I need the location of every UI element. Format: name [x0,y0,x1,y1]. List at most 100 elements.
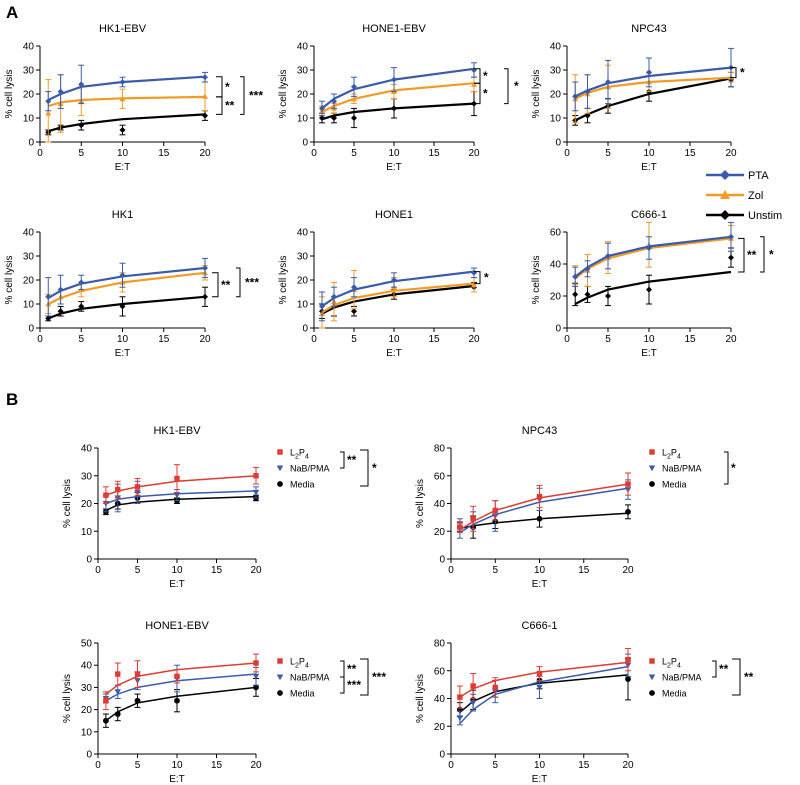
significance-label: * [483,69,488,83]
y-tick-label: 0 [86,750,92,761]
data-point [114,689,121,696]
x-axis-label: E:T [115,162,131,173]
series-media [456,504,631,539]
chart-title: NPC43 [522,425,557,437]
legend-marker-l2p4 [649,658,655,664]
data-point [331,115,337,121]
y-tick-label: 0 [439,750,445,761]
y-tick-label: 40 [23,42,35,53]
significance-label: * [731,461,736,475]
data-point [119,303,126,310]
series-line-nab-pma [459,487,629,534]
legend-marker-l2p4 [649,449,655,455]
x-tick-label: 15 [428,148,440,159]
data-point [625,508,631,515]
chart-b-hk1-ebv: HK1-EBV 0 10 20 30 40 0 5 10 15 20 E:T % cell lysis L… [62,425,377,590]
y-tick-label: 30 [81,471,93,482]
x-tick-label: 0 [311,148,317,159]
y-tick-label: 0 [28,324,34,335]
x-tick-label: 10 [388,334,400,345]
data-point [253,684,259,691]
series-zol [45,265,208,315]
data-point [646,286,652,293]
significance-label: * [225,80,230,94]
series-pta [319,62,477,117]
y-tick-label: 0 [28,138,34,149]
y-tick-label: 20 [81,499,93,510]
y-tick-label: 30 [297,66,309,77]
y-tick-label: 10 [23,114,35,125]
legend-label-unstim: Unstim [748,210,782,222]
significance-bracket-outer [360,658,369,696]
significance-label: ** [744,670,754,684]
legend-panel-a: PTA Zol Unstim [706,170,782,222]
x-axis-label: E:T [532,774,548,785]
series-unstim [319,281,477,319]
significance-bracket-outer [240,76,245,115]
series-line-media [105,686,257,722]
y-tick-label: 20 [434,527,446,538]
x-tick-label: 10 [171,565,183,576]
x-tick-label: 5 [135,760,141,771]
significance-bracket [724,451,729,485]
series-pta [572,47,734,112]
series-pta [45,257,208,317]
legend-marker-nab-pma [648,674,656,681]
x-tick-label: 20 [725,334,737,345]
x-tick-label: 10 [117,334,129,345]
data-point [174,475,180,482]
y-tick-label: 40 [434,499,446,510]
series-zol [45,74,208,143]
series-line-zol [574,76,732,100]
significance-bracket [474,82,481,105]
data-point [351,284,357,291]
data-point [572,291,579,298]
data-point [471,67,477,73]
series-zol [319,269,477,329]
significance-bracket [738,237,745,273]
y-tick-label: 50 [81,639,93,650]
chart-b-npc43: NPC43 0 20 40 60 80 0 5 10 15 20 E:T % cell lysis L2P… [415,425,736,590]
y-tick-label: 30 [23,252,35,263]
x-tick-label: 5 [351,334,357,345]
significance-bracket [474,271,481,285]
chart-a-hk1-ebv: HK1-EBV 0 10 20 30 40 0 5 10 15 20 E:T % cell lysis *… [4,23,263,173]
significance-bracket-outer [236,267,241,298]
y-tick-label: 80 [434,639,446,650]
series-line-unstim [574,270,732,305]
x-axis-label: E:T [169,774,185,785]
x-tick-label: 20 [250,760,262,771]
data-point [351,95,357,102]
legend-label-media: Media [290,689,315,699]
data-point [625,676,631,682]
series-unstim [45,110,208,136]
significance-label: * [740,66,745,80]
chart-title: HONE1-EBV [362,23,426,35]
legend-label-l2p4: L2P4 [290,448,309,461]
x-tick-label: 0 [37,148,43,159]
data-point [391,277,397,283]
series-pta [45,64,208,112]
panel-label-b: B [6,390,18,409]
y-tick-label: 30 [550,66,562,77]
series-line-zol [47,95,206,108]
legend-label-pta: PTA [748,170,769,182]
data-point [351,308,357,315]
data-point [646,245,652,251]
series-media [456,657,631,718]
series-line-l2p4 [459,483,629,531]
significance-label: ** [347,453,357,467]
series-nab-pma [456,479,632,539]
legend-label-l2p4: L2P4 [662,657,681,670]
data-point [57,308,64,315]
y-tick-label: 40 [434,694,446,705]
significance-bracket [712,660,717,678]
significance-label: ** [719,662,729,676]
x-tick-label: 15 [158,334,170,345]
data-point [605,79,611,85]
data-point [536,684,543,691]
x-tick-label: 5 [351,148,357,159]
y-tick-label: 40 [550,260,562,271]
data-point [492,684,498,691]
significance-label: ** [747,248,757,262]
